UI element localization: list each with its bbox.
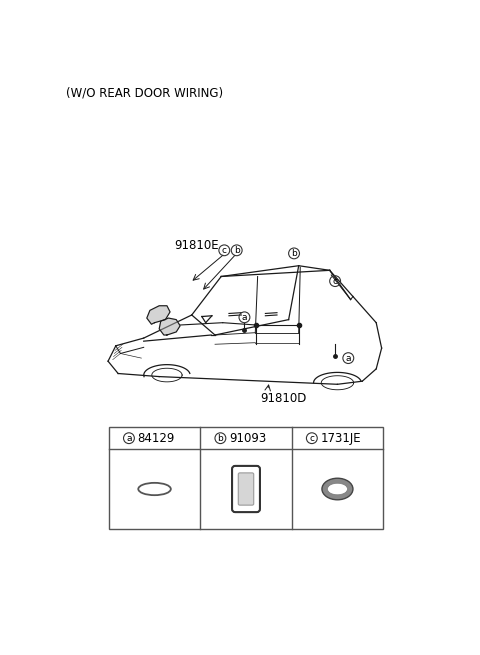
Text: c: c — [309, 434, 314, 443]
Text: c: c — [222, 246, 227, 255]
Bar — [109, 428, 383, 529]
Text: c: c — [333, 276, 337, 286]
Polygon shape — [159, 318, 180, 335]
Text: 91810D: 91810D — [260, 392, 306, 405]
Text: a: a — [242, 313, 247, 322]
Text: b: b — [291, 249, 297, 258]
Text: 91810E: 91810E — [175, 239, 219, 252]
Ellipse shape — [327, 483, 348, 495]
Text: (W/O REAR DOOR WIRING): (W/O REAR DOOR WIRING) — [66, 86, 223, 100]
Polygon shape — [147, 306, 170, 324]
Text: b: b — [234, 246, 240, 255]
Ellipse shape — [322, 478, 353, 500]
FancyBboxPatch shape — [238, 473, 254, 505]
Text: 91093: 91093 — [229, 432, 266, 445]
Text: 1731JE: 1731JE — [320, 432, 361, 445]
Text: a: a — [126, 434, 132, 443]
Text: 84129: 84129 — [137, 432, 175, 445]
Text: a: a — [346, 354, 351, 363]
Text: b: b — [217, 434, 223, 443]
